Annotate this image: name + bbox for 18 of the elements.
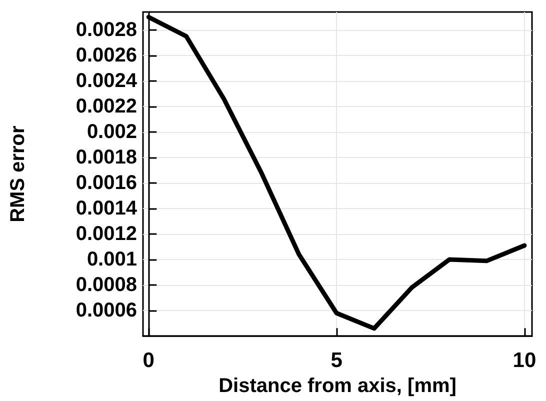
y-tick-label: 0.0008 [76,274,137,296]
x-axis-title: Distance from axis, [mm] [218,375,456,397]
line-series [146,14,527,331]
y-tick-label: 0.0014 [76,198,138,220]
y-tick-label: 0.0016 [76,172,137,194]
y-tick-label: 0.0026 [76,44,137,66]
y-tick-label: 0.0012 [76,223,137,246]
x-tick-label: 5 [330,349,343,372]
y-tick-label: 0.0006 [76,300,137,322]
y-tick-label: 0.0018 [76,146,137,168]
y-tick-label: 0.001 [86,248,137,271]
x-tick-label: 10 [512,349,536,372]
y-tick-label: 0.002 [86,120,137,143]
x-tick-label: 0 [142,349,154,372]
y-tick-label: 0.0022 [76,95,137,118]
y-tick-label: 0.0024 [76,70,138,92]
y-tick-label: 0.0028 [76,18,137,41]
y-axis-title: RMS error [7,125,29,222]
